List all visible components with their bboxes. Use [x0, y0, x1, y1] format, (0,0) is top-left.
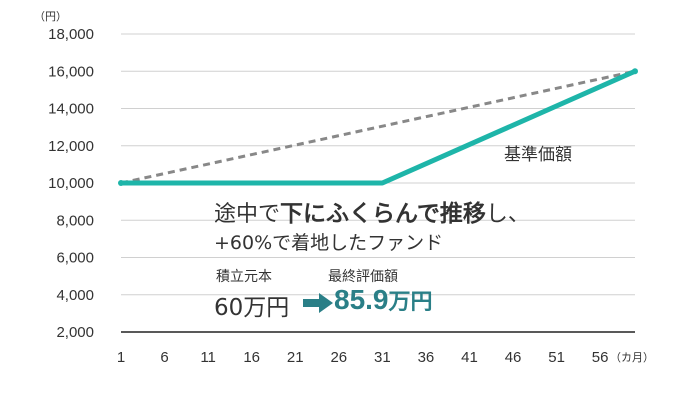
- y-tick-label: 12,000: [48, 138, 94, 155]
- x-tick-label: 26: [330, 349, 347, 366]
- y-tick-label: 8,000: [56, 212, 94, 229]
- x-tick-label: 1: [117, 349, 125, 366]
- y-tick-label: 16,000: [48, 63, 94, 80]
- annotation-line-1-pre: 途中で: [214, 202, 281, 227]
- x-axis-unit: （カ月）: [610, 351, 654, 364]
- x-tick-label: 21: [287, 349, 304, 366]
- y-axis-ticks: 2,000 4,000 6,000 8,000 10,000 12,000 14,000 16…: [48, 26, 94, 341]
- final-value-suffix: 万円: [388, 290, 433, 315]
- annotation-line-1-bold: 下にふくらんで推移: [280, 201, 486, 227]
- annotation-line-2: +60%で着地したファンド: [214, 232, 444, 254]
- x-tick-label: 41: [461, 349, 478, 366]
- series-label-kijun-kagaku: 基準価額: [504, 145, 572, 165]
- arrow-right-icon: [303, 293, 333, 313]
- principal-label: 積立元本: [216, 269, 272, 285]
- y-tick-label: 4,000: [56, 287, 94, 304]
- y-axis-unit: （円）: [34, 10, 67, 23]
- annotation-line-1-post: し、: [485, 202, 530, 227]
- final-value-label: 最終評価額: [328, 269, 398, 285]
- series-line-kijun-kagaku: [118, 68, 638, 186]
- y-tick-label: 10,000: [48, 175, 94, 192]
- y-tick-label: 2,000: [56, 324, 94, 341]
- series-end-point: [632, 68, 638, 75]
- series-start-point: [118, 180, 124, 186]
- final-value: 85.9万円: [334, 284, 433, 316]
- y-tick-label: 18,000: [48, 26, 94, 43]
- x-tick-label: 16: [243, 349, 260, 366]
- principal-value: 60万円: [214, 295, 290, 321]
- final-value-number: 85.9: [334, 284, 389, 315]
- y-tick-label: 6,000: [56, 250, 94, 267]
- x-tick-label: 56: [592, 349, 609, 366]
- x-tick-label: 11: [200, 349, 216, 366]
- x-tick-label: 51: [548, 349, 565, 366]
- series-layer: [118, 68, 638, 186]
- y-tick-label: 14,000: [48, 101, 94, 118]
- x-axis-ticks: 1 6 11 16 21 26 31 36 41 46 51 56: [117, 349, 609, 366]
- x-tick-label: 36: [418, 349, 435, 366]
- annotation-line-1: 途中で下にふくらんで推移し、: [214, 194, 530, 228]
- x-tick-label: 46: [505, 349, 522, 366]
- x-tick-label: 31: [374, 349, 391, 366]
- x-tick-label: 6: [160, 349, 168, 366]
- series-line-dashed: [120, 69, 636, 185]
